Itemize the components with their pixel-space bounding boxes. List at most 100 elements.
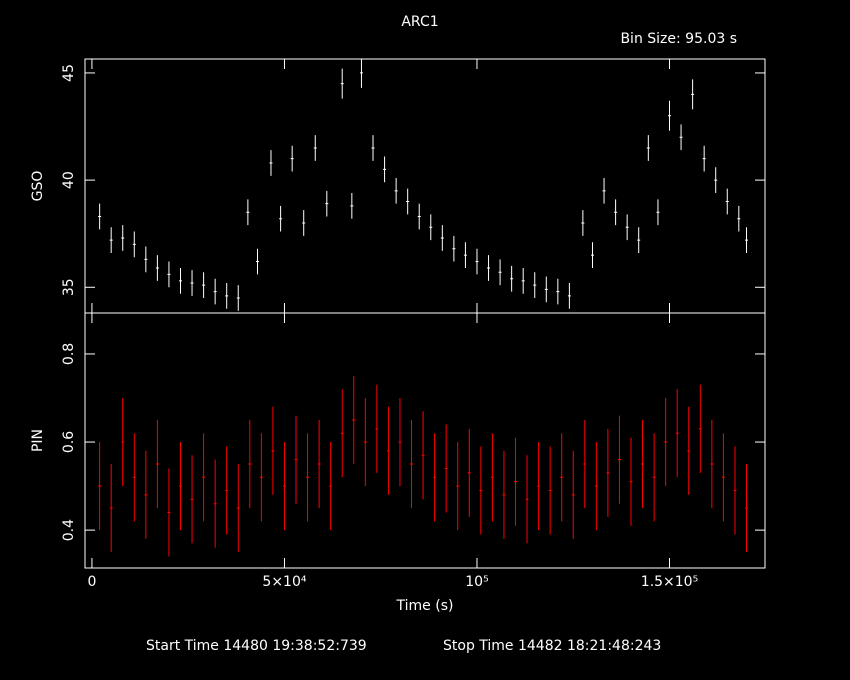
error-bar <box>537 442 541 531</box>
error-bar <box>590 242 594 268</box>
error-bar <box>691 79 695 110</box>
data-group <box>98 375 749 557</box>
error-bar <box>664 398 668 487</box>
error-bar <box>606 428 610 517</box>
error-bar <box>213 278 217 305</box>
error-bar <box>236 464 240 553</box>
error-bar <box>340 389 344 478</box>
error-bar <box>248 420 252 509</box>
error-bar <box>259 433 263 522</box>
error-bar <box>269 150 273 176</box>
error-bar <box>614 199 618 226</box>
error-bar <box>225 282 229 309</box>
error-bar <box>371 135 375 161</box>
error-bar <box>294 415 298 504</box>
error-bar <box>279 205 283 232</box>
error-bar <box>317 420 321 509</box>
error-bar <box>256 248 260 275</box>
error-bar <box>544 276 548 303</box>
error-bar <box>98 203 102 230</box>
error-bar <box>306 433 310 522</box>
error-bar <box>525 455 529 544</box>
error-bar <box>571 450 575 539</box>
error-bar <box>340 68 344 99</box>
error-bar <box>548 446 552 535</box>
error-bar <box>363 398 367 487</box>
error-bar <box>225 446 229 535</box>
error-bar <box>121 225 125 251</box>
y-axis-label: PIN <box>30 429 46 452</box>
y-tick-label: 0.4 <box>61 519 77 541</box>
error-bar <box>132 433 136 522</box>
error-bar <box>560 433 564 522</box>
error-bar <box>583 420 587 509</box>
error-bar <box>325 190 329 217</box>
error-bar <box>629 437 633 526</box>
error-bar <box>421 411 425 500</box>
error-bar <box>352 375 356 465</box>
data-group <box>98 59 749 311</box>
error-bar <box>533 272 537 298</box>
stop-time: Stop Time 14482 18:21:48:243 <box>443 638 661 654</box>
error-bar <box>313 135 317 161</box>
error-bar <box>725 188 729 215</box>
error-bar <box>479 446 483 535</box>
error-bar <box>178 267 182 294</box>
error-bar <box>394 177 398 204</box>
error-bar <box>687 406 691 495</box>
error-bar <box>406 188 410 215</box>
error-bar <box>490 433 494 522</box>
error-bar <box>641 420 645 509</box>
error-bar <box>617 415 621 504</box>
error-bar <box>502 450 506 539</box>
error-bar <box>329 442 333 531</box>
error-bar <box>714 167 718 193</box>
y-tick-label: 40 <box>61 171 77 189</box>
error-bar <box>440 225 444 251</box>
error-bar <box>710 420 714 509</box>
error-bar <box>302 210 306 236</box>
error-bar <box>625 214 629 241</box>
error-bar <box>417 203 421 230</box>
error-bar <box>745 464 749 553</box>
error-bar <box>271 406 275 495</box>
error-bar <box>144 450 148 539</box>
error-bar <box>675 389 679 478</box>
x-tick-label: 5×10⁴ <box>262 574 306 590</box>
error-bar <box>594 442 598 531</box>
error-bar <box>190 270 194 296</box>
error-bar <box>652 433 656 522</box>
bin-size: Bin Size: 95.03 s <box>620 31 737 47</box>
error-bar <box>98 442 102 531</box>
error-bar <box>513 437 517 526</box>
error-bar <box>733 446 737 535</box>
error-bar <box>155 255 159 281</box>
y-tick-label: 35 <box>61 278 77 296</box>
error-bar <box>698 384 702 473</box>
error-bar <box>290 145 294 172</box>
error-bar <box>132 231 136 258</box>
error-bar <box>429 214 433 241</box>
error-bar <box>521 267 525 294</box>
error-bar <box>452 235 456 262</box>
error-bar <box>637 227 641 253</box>
error-bar <box>487 255 491 281</box>
x-tick-label: 0 <box>87 574 96 590</box>
error-bar <box>679 124 683 151</box>
error-bar <box>433 433 437 522</box>
error-bar <box>282 442 286 531</box>
error-bar <box>456 442 460 531</box>
error-bar <box>213 459 217 548</box>
error-bar <box>475 248 479 275</box>
error-bar <box>646 135 650 161</box>
error-bar <box>202 433 206 522</box>
error-bar <box>467 428 471 517</box>
error-bar <box>202 272 206 298</box>
error-bar <box>144 246 148 273</box>
error-bar <box>167 468 171 557</box>
error-bar <box>236 285 240 311</box>
error-bar <box>386 406 390 495</box>
y-tick-label: 45 <box>61 64 77 82</box>
error-bar <box>567 282 571 309</box>
